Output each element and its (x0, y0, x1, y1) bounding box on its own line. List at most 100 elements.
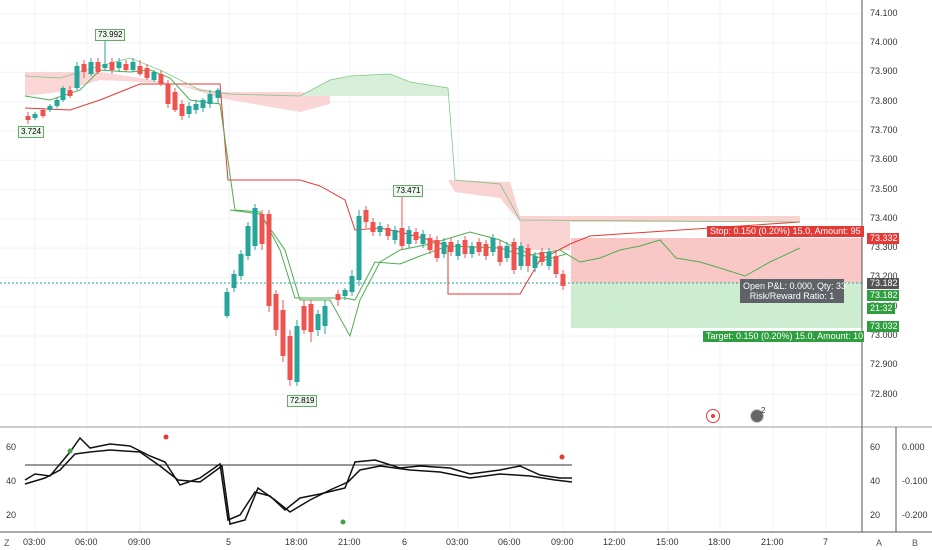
event-icon-dot (711, 414, 715, 418)
candle-body (356, 216, 362, 280)
cloud-red-3 (520, 220, 570, 250)
time-tick-label: 18:00 (285, 537, 308, 547)
osc-right-tick: 60 (870, 442, 881, 452)
candle-body (349, 276, 355, 292)
stop-label[interactable]: Stop: 0.150 (0.20%) 15.0, Amount: 95 (707, 226, 864, 237)
news-icon[interactable] (750, 409, 764, 423)
candle-body (427, 238, 433, 250)
countdown-tag: 21:32 (867, 303, 895, 314)
candle-body (315, 314, 321, 330)
signal-dot-green (340, 519, 346, 525)
candle-body (151, 72, 157, 80)
time-tick-label: 03:00 (446, 537, 469, 547)
candle-body (266, 214, 272, 306)
candle-body (539, 252, 545, 262)
candle-body (193, 104, 199, 110)
candle-body (322, 306, 328, 326)
time-tick-label: 09:00 (551, 537, 574, 547)
candle-body (144, 68, 150, 78)
candle-body (518, 246, 524, 266)
candle-body (102, 64, 108, 68)
candle-body (25, 116, 31, 120)
oscillator-pane (0, 426, 932, 525)
candle-body (74, 66, 80, 88)
osc-line-2 (24, 449, 573, 525)
time-tick-label: 12:00 (603, 537, 626, 547)
candle-body (88, 62, 94, 74)
time-tick-label: 03:00 (23, 537, 46, 547)
osc-right-tick: 20 (870, 510, 881, 520)
candle-body (342, 290, 348, 296)
current-price-tag: 73.182 (867, 278, 899, 289)
position-tool-zones[interactable] (0, 238, 862, 328)
candle-body (54, 100, 60, 106)
candle-body (238, 254, 244, 276)
candle-body (413, 232, 419, 240)
candle-body (335, 294, 341, 300)
price-tick-label: 73.600 (870, 154, 898, 165)
last-price-tag: 73.182 (867, 290, 899, 301)
candle-body (294, 326, 300, 382)
osc-right2-tick: -0.200 (902, 510, 928, 520)
candle-body (179, 104, 185, 116)
candle-body (490, 238, 496, 252)
time-tick-label: 18:00 (708, 537, 731, 547)
candle-body (301, 306, 307, 330)
stop-zone (571, 238, 862, 283)
candle-body (406, 230, 412, 244)
candle-body (252, 208, 258, 246)
candle-body (165, 84, 171, 104)
candle-body (60, 88, 66, 100)
lagging-line (229, 209, 567, 338)
candle-body (399, 228, 405, 246)
risk-reward-text: Risk/Reward Ratio: 1 (749, 291, 835, 301)
axis-borders (0, 0, 932, 533)
price-tick-label: 73.000 (870, 330, 898, 340)
candle-body (476, 242, 482, 252)
time-tick-label: 15:00 (656, 537, 679, 547)
candle-body (47, 106, 53, 110)
candle-body (273, 294, 279, 330)
high-annotation-2: 73.471 (393, 185, 424, 197)
price-tick-label: 73.300 (870, 242, 898, 253)
time-tick-label: 6 (402, 537, 408, 547)
event-icon[interactable] (706, 409, 720, 423)
osc-scale-button[interactable]: B (912, 538, 919, 548)
time-tick-label: 5 (226, 537, 232, 547)
candle-body (455, 244, 461, 256)
candle-body (231, 274, 237, 288)
candle-body (385, 228, 391, 236)
time-tick-label: 21:00 (761, 537, 784, 547)
candle-body (546, 252, 552, 266)
candle-body (215, 90, 221, 98)
timezone-button[interactable]: Z (4, 538, 10, 548)
candle-body (553, 256, 559, 274)
candle-body (95, 62, 101, 72)
high-annotation-1: 73.992 (95, 29, 126, 41)
candle-body (130, 62, 136, 70)
candle-body (525, 248, 531, 266)
osc-line-1 (24, 436, 572, 522)
low-annotation-2: 72.819 (287, 395, 318, 407)
candle-body (469, 246, 475, 254)
signal-dot-green (67, 448, 73, 454)
pnl-label[interactable]: Open P&L: 0.000, Qty: 33 Risk/Reward Rat… (740, 279, 846, 303)
cloud-green-1 (300, 74, 448, 96)
candle-body (224, 292, 230, 316)
price-tick-label: 73.200 (870, 271, 898, 282)
candle-body (200, 100, 206, 108)
base-line-red (24, 83, 801, 295)
candle-body (462, 240, 468, 254)
auto-scale-button[interactable]: A (876, 538, 883, 548)
candle-body (158, 74, 164, 84)
candle-body (123, 64, 129, 70)
candle-body (172, 92, 178, 110)
candle-body (137, 66, 143, 74)
candlesticks (25, 38, 566, 386)
target-label[interactable]: Target: 0.150 (0.20%) 15.0, Amount: 10 (703, 331, 864, 342)
candle-body (287, 336, 293, 380)
candle-body (32, 114, 38, 118)
candle-body (245, 226, 251, 256)
price-tick-label: 73.900 (870, 66, 898, 77)
candle-body (497, 246, 503, 262)
